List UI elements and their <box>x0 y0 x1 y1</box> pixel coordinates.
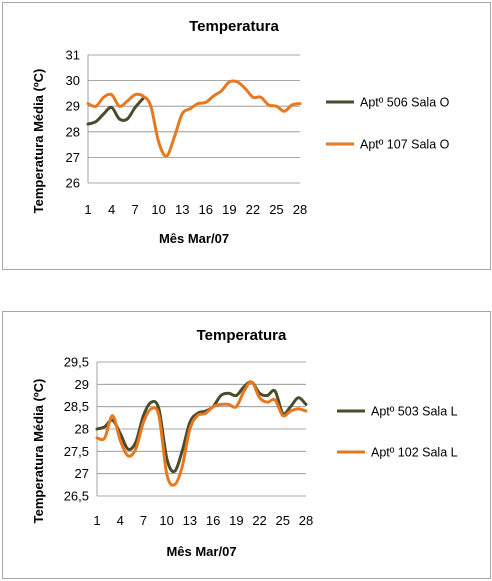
x-tick-label: 4 <box>117 513 124 528</box>
y-tick-label: 27 <box>75 466 89 481</box>
x-axis-title: Mês Mar/07 <box>166 544 236 559</box>
x-tick-label: 16 <box>199 202 213 217</box>
x-tick-label: 7 <box>131 202 138 217</box>
temperature-chart-1: Temperatura 26 27 28 29 30 31 1 4 7 10 13 16 19 22 25 28… <box>2 2 491 270</box>
x-tick-label: 7 <box>140 513 147 528</box>
x-tick-label: 25 <box>269 202 283 217</box>
y-tick-label: 26,5 <box>64 489 89 504</box>
y-tick-label: 27,5 <box>64 444 89 459</box>
x-tick-label: 19 <box>222 202 236 217</box>
y-axis-title: Temperatura Média (ºC) <box>31 69 46 214</box>
x-tick-label: 28 <box>293 202 307 217</box>
x-tick-label: 13 <box>175 202 189 217</box>
y-tick-label: 29 <box>66 99 80 114</box>
chart-canvas-1: Temperatura 26 27 28 29 30 31 1 4 7 10 13 16 19 22 25 28… <box>31 18 450 246</box>
chart-canvas-2: Temperatura 26,5 27 27,5 28 28,5 29 29,5 1 4 7 10 13… <box>31 327 458 559</box>
x-tick-label: 13 <box>183 513 197 528</box>
chart-title: Temperatura <box>197 327 287 344</box>
legend-label: Aptº 503 Sala L <box>371 405 458 419</box>
x-axis-title: Mês Mar/07 <box>159 231 229 246</box>
chart-title: Temperatura <box>189 18 279 35</box>
y-axis-title: Temperatura Média (ºC) <box>31 379 46 524</box>
series-line-1 <box>95 380 308 474</box>
x-tick-label: 25 <box>276 513 290 528</box>
y-tick-label: 28 <box>75 422 89 437</box>
x-tick-label: 10 <box>151 202 165 217</box>
series-line-1 <box>86 97 145 126</box>
x-tick-label: 16 <box>206 513 220 528</box>
y-tick-label: 29 <box>75 377 89 392</box>
y-tick-label: 27 <box>66 150 80 165</box>
y-tick-label: 26 <box>66 176 80 191</box>
x-tick-label: 28 <box>299 513 313 528</box>
y-tick-label: 31 <box>66 48 80 63</box>
x-tick-label: 19 <box>229 513 243 528</box>
x-tick-label: 22 <box>252 513 266 528</box>
series-line-2 <box>86 79 302 158</box>
x-tick-label: 1 <box>84 202 91 217</box>
y-tick-label: 29,5 <box>64 355 89 370</box>
x-tick-label: 22 <box>246 202 260 217</box>
y-tick-label: 28 <box>66 124 80 139</box>
x-tick-label: 4 <box>108 202 115 217</box>
series-line-2 <box>95 380 308 487</box>
legend-label: Aptº 107 Sala O <box>360 138 450 152</box>
legend-label: Aptº 102 Sala L <box>371 446 458 460</box>
temperature-chart-2: Temperatura 26,5 27 27,5 28 28,5 29 29,5 1 4 7 10 13… <box>2 311 491 579</box>
x-tick-label: 1 <box>93 513 100 528</box>
legend-label: Aptº 506 Sala O <box>360 96 450 110</box>
y-tick-label: 30 <box>66 73 80 88</box>
x-tick-label: 10 <box>159 513 173 528</box>
y-tick-label: 28,5 <box>64 399 89 414</box>
